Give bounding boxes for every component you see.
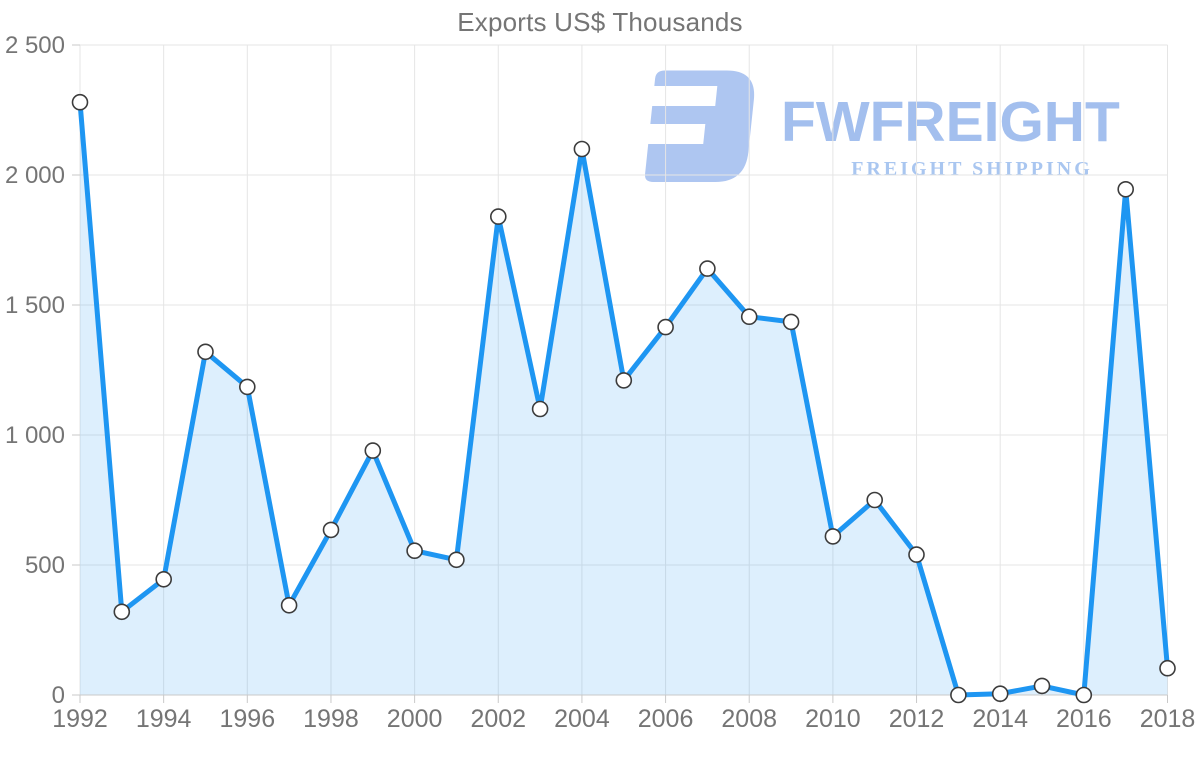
x-tick-label-2002: 2002: [470, 705, 526, 733]
data-point-marker-2009[interactable]: [782, 313, 800, 331]
x-tick-label-1998: 1998: [303, 705, 359, 733]
data-point-marker-2006[interactable]: [657, 318, 674, 336]
x-tick-label-2018: 2018: [1140, 705, 1196, 733]
x-tick-label-2004: 2004: [554, 705, 610, 733]
y-tick-label-1500: 1 500: [5, 292, 65, 319]
data-point-marker-2004[interactable]: [573, 140, 591, 158]
y-tick-label-1000: 1 000: [5, 422, 65, 449]
data-point-marker-2014[interactable]: [991, 685, 1009, 703]
chart-title: Exports US$ Thousands: [457, 7, 743, 37]
data-point-marker-2002[interactable]: [489, 208, 507, 225]
data-point-marker-2003[interactable]: [531, 400, 549, 418]
y-tick-label-2500: 2 500: [5, 32, 65, 59]
data-point-marker-2017[interactable]: [1117, 181, 1134, 198]
data-point-marker-2012[interactable]: [908, 546, 925, 563]
fwfreight-logo-icon: [645, 70, 755, 182]
x-tick-label-1996: 1996: [219, 705, 275, 733]
data-point-marker-2016[interactable]: [1075, 686, 1093, 704]
data-point-marker-1997[interactable]: [280, 596, 298, 614]
data-point-marker-2010[interactable]: [824, 528, 842, 545]
x-tick-label-2010: 2010: [805, 705, 861, 733]
data-point-marker-1995[interactable]: [197, 343, 214, 361]
data-point-marker-1998[interactable]: [322, 521, 340, 539]
data-point-marker-1993[interactable]: [113, 603, 131, 621]
x-tick-label-1994: 1994: [136, 705, 192, 733]
data-point-marker-2000[interactable]: [406, 542, 423, 560]
data-point-marker-1996[interactable]: [239, 378, 256, 396]
y-tick-label-2000: 2 000: [5, 162, 65, 189]
data-point-marker-2018[interactable]: [1159, 659, 1176, 677]
data-point-marker-2007[interactable]: [699, 260, 716, 277]
y-tick-label-500: 500: [25, 552, 65, 579]
watermark-brand-text: FWFREIGHT: [781, 90, 1120, 154]
x-tick-label-2000: 2000: [387, 705, 443, 733]
data-point-marker-1999[interactable]: [364, 442, 382, 459]
x-tick-label-2012: 2012: [889, 705, 945, 733]
data-point-marker-2013[interactable]: [950, 686, 967, 704]
x-tick-label-2008: 2008: [721, 705, 777, 733]
x-tick-label-2006: 2006: [638, 705, 694, 733]
data-point-marker-1994[interactable]: [155, 570, 172, 588]
data-point-marker-2011[interactable]: [866, 491, 884, 509]
x-tick-label-1992: 1992: [52, 705, 108, 733]
data-point-marker-2001[interactable]: [448, 551, 465, 569]
data-point-marker-2015[interactable]: [1033, 677, 1051, 695]
data-point-marker-2005[interactable]: [615, 372, 633, 389]
data-point-marker-1992[interactable]: [71, 93, 89, 111]
x-tick-label-2014: 2014: [972, 705, 1028, 733]
data-point-marker-2008[interactable]: [740, 308, 758, 326]
y-tick-label-0: 0: [52, 682, 65, 709]
series-area-fill: [80, 102, 1168, 695]
x-tick-label-2016: 2016: [1056, 705, 1112, 733]
